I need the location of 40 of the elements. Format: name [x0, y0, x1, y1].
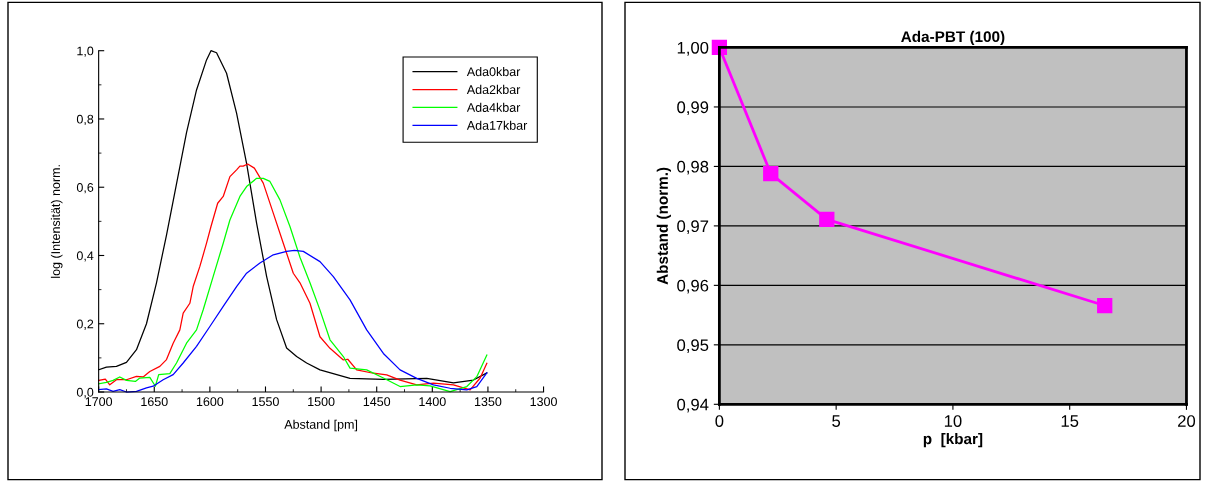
- y-tick-label: 0,0: [76, 387, 94, 399]
- x-tick-label: 1350: [474, 397, 502, 407]
- point: [763, 165, 779, 182]
- x-tick-label: 20: [1178, 415, 1196, 427]
- chart-title: Ada-PBT (100): [901, 30, 1005, 46]
- x-axis-title: Abstand [pm]: [284, 419, 358, 432]
- x-tick-label: 1450: [363, 397, 391, 407]
- x-tick-label: 1500: [308, 397, 335, 407]
- x-tick-label: 1550: [252, 397, 279, 407]
- y-axis-title: Abstand (norm.): [656, 167, 671, 285]
- y-axis-title: log (Intensität) norm.: [50, 165, 63, 278]
- x-tick-label: 1650: [141, 397, 168, 407]
- point: [1097, 297, 1113, 314]
- y-tick-label: 1,0: [77, 46, 94, 57]
- x-tick-label: 1400: [419, 397, 446, 407]
- x-tick-label: 15: [1061, 415, 1079, 427]
- y-tick-label: 0,97: [677, 220, 709, 235]
- y-tick-label: 0,6: [76, 183, 94, 194]
- y-tick-label: 1,00: [677, 41, 709, 56]
- legend-label: Ada0kbar: [466, 66, 521, 77]
- legend-label: Ada4kbar: [466, 102, 521, 112]
- y-tick-label: 0,99: [677, 101, 709, 116]
- x-axis-title: p [kbar]: [923, 433, 983, 448]
- x-tick-label: 1600: [196, 397, 224, 407]
- y-tick-label: 0,95: [677, 339, 709, 353]
- y-tick-label: 0,94: [677, 398, 709, 413]
- y-tick-label: 0,96: [677, 279, 709, 294]
- x-tick-label: 1700: [85, 397, 113, 407]
- x-tick-label: 1300: [530, 397, 557, 407]
- y-tick-label: 0,4: [76, 251, 94, 262]
- x-tick-label: 10: [944, 415, 962, 427]
- point: [819, 211, 835, 227]
- x-tick-label: 0: [715, 415, 724, 427]
- y-tick-label: 0,8: [76, 114, 94, 126]
- y-tick-label: 0,2: [76, 319, 94, 330]
- y-tick-label: 0,98: [677, 160, 709, 175]
- legend-label: Ada2kbar: [466, 84, 521, 95]
- x-tick-label: 5: [832, 415, 841, 427]
- legend-label: Ada17kbar: [466, 120, 528, 130]
- line-series: [98, 249, 488, 393]
